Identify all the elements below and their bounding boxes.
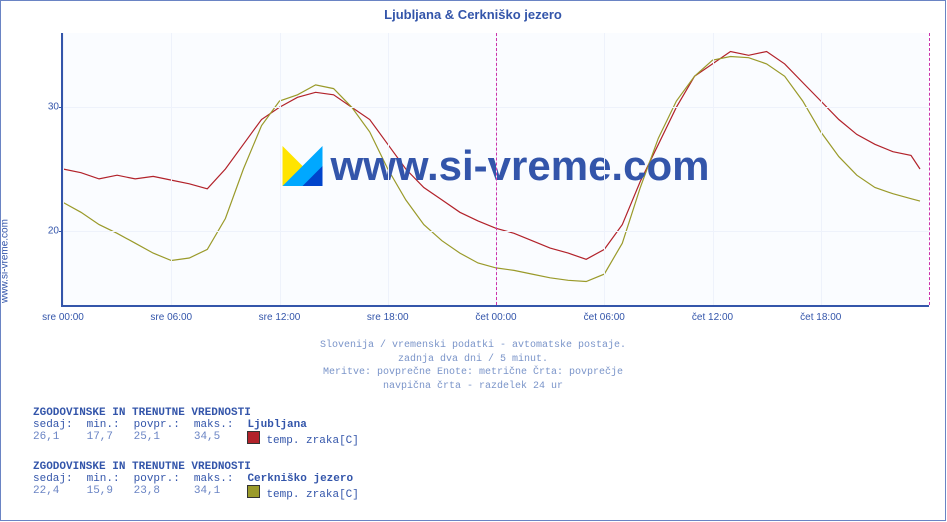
stats-col-label: maks.: — [194, 419, 248, 431]
stats-table: sedaj:min.:povpr.:maks.:Cerkniško jezero… — [33, 473, 373, 501]
x-tick-label: sre 12:00 — [259, 312, 301, 323]
x-tick-label: čet 06:00 — [584, 312, 625, 323]
caption-block: Slovenija / vremenski podatki - avtomats… — [1, 339, 945, 393]
x-tick-label: sre 18:00 — [367, 312, 409, 323]
day-marker — [929, 33, 930, 305]
caption-line: Slovenija / vremenski podatki - avtomats… — [1, 339, 945, 353]
stats-col-label: povpr.: — [134, 419, 194, 431]
stats-col-label: maks.: — [194, 473, 248, 485]
stats-col-label: sedaj: — [33, 473, 87, 485]
stats-col-label: povpr.: — [134, 473, 194, 485]
caption-line: zadnja dva dni / 5 minut. — [1, 353, 945, 367]
series-line — [63, 57, 920, 282]
stats-value: 34,5 — [194, 431, 248, 447]
plot-area: www.si-vreme.com 2030sre 00:00sre 06:00s… — [61, 33, 929, 307]
stats-metric: temp. zraka[C] — [247, 485, 372, 501]
stats-value: 22,4 — [33, 485, 87, 501]
caption-line: navpična črta - razdelek 24 ur — [1, 380, 945, 394]
stats-col-label: min.: — [87, 419, 134, 431]
stats-block-1: ZGODOVINSKE IN TRENUTNE VREDNOSTIsedaj:m… — [33, 461, 373, 501]
caption-line: Meritve: povprečne Enote: metrične Črta:… — [1, 366, 945, 380]
stats-metric: temp. zraka[C] — [247, 431, 372, 447]
stats-value: 15,9 — [87, 485, 134, 501]
stats-series-label: Ljubljana — [247, 419, 372, 431]
x-tick-label: sre 06:00 — [150, 312, 192, 323]
y-tick-label: 30 — [29, 102, 59, 113]
stats-header: ZGODOVINSKE IN TRENUTNE VREDNOSTI — [33, 407, 373, 419]
chart-panel: www.si-vreme.com Ljubljana & Cerkniško j… — [0, 0, 946, 521]
stats-col-label: sedaj: — [33, 419, 87, 431]
stats-value: 26,1 — [33, 431, 87, 447]
stats-value: 17,7 — [87, 431, 134, 447]
series-swatch — [247, 431, 260, 444]
stats-block-0: ZGODOVINSKE IN TRENUTNE VREDNOSTIsedaj:m… — [33, 407, 373, 447]
x-tick-label: sre 00:00 — [42, 312, 84, 323]
day-marker — [496, 33, 497, 305]
plot-wrapper: www.si-vreme.com 2030sre 00:00sre 06:00s… — [29, 33, 935, 333]
stats-col-label: min.: — [87, 473, 134, 485]
x-tick-label: čet 00:00 — [475, 312, 516, 323]
stats-value: 34,1 — [194, 485, 248, 501]
x-tick-label: čet 12:00 — [692, 312, 733, 323]
stats-value: 25,1 — [134, 431, 194, 447]
stats-header: ZGODOVINSKE IN TRENUTNE VREDNOSTI — [33, 461, 373, 473]
series-line — [63, 52, 920, 260]
series-swatch — [247, 485, 260, 498]
sidebar-source-label: www.si-vreme.com — [0, 219, 11, 303]
stats-table: sedaj:min.:povpr.:maks.:Ljubljana 26,117,… — [33, 419, 373, 447]
chart-title: Ljubljana & Cerkniško jezero — [1, 1, 945, 24]
y-tick-label: 20 — [29, 225, 59, 236]
stats-value: 23,8 — [134, 485, 194, 501]
stats-series-label: Cerkniško jezero — [247, 473, 372, 485]
x-tick-label: čet 18:00 — [800, 312, 841, 323]
